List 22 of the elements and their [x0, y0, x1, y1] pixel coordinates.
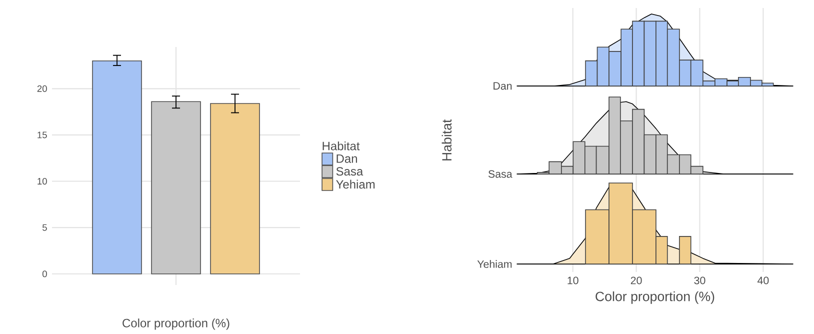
legend-label: Dan: [336, 154, 358, 163]
bar: [92, 60, 142, 274]
x-axis-title: Color proportion (%): [596, 291, 714, 304]
y-tick-label: 5: [42, 224, 47, 231]
bar: [151, 101, 201, 274]
text: Sasa: [488, 170, 512, 178]
legend-label: Sasa: [336, 167, 364, 176]
y-tick-label: 15: [38, 132, 47, 138]
y-tick-label: 20: [37, 85, 47, 92]
x-tick-label: 20: [630, 276, 642, 284]
legend-label: Yehiam: [336, 180, 375, 189]
text: Dan: [494, 82, 512, 90]
y-tick-label: 10: [38, 178, 47, 185]
y-tick-label: 0: [42, 270, 47, 278]
x-tick-label: 10: [568, 276, 578, 284]
text: Yehiam: [477, 260, 512, 268]
y-axis-title: Habitat: [442, 119, 452, 160]
x-tick-label: 30: [694, 276, 706, 284]
x-axis-title: Color proportion (%): [122, 318, 230, 330]
x-tick-label: 40: [757, 276, 769, 284]
legend-title: Habitat: [322, 141, 360, 150]
bar: [210, 103, 260, 274]
